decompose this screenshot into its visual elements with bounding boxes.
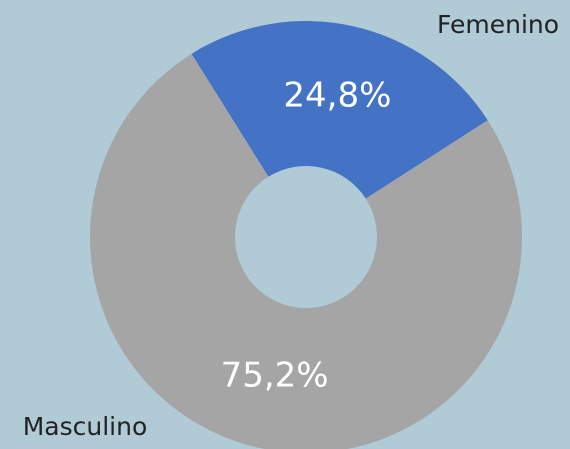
value-label: 75,2% xyxy=(221,356,329,396)
category-label: Masculino xyxy=(23,412,148,441)
category-label: Femenino xyxy=(437,10,559,39)
slice xyxy=(191,20,488,199)
slice xyxy=(90,53,522,449)
value-label: 24,8% xyxy=(283,75,391,115)
